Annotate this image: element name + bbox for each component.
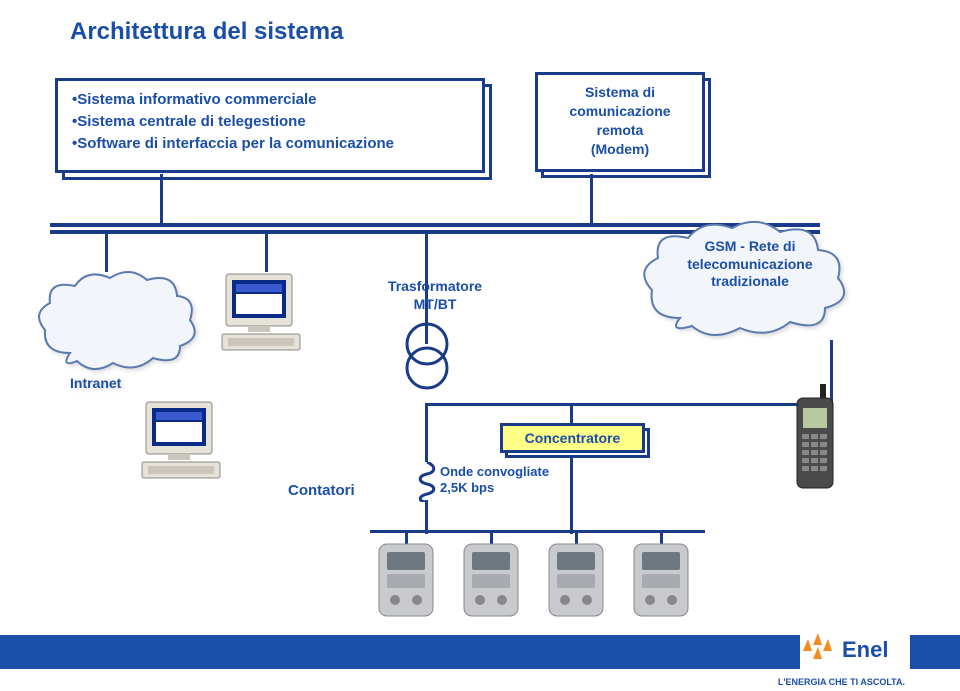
meter-icon [375, 542, 435, 625]
computer-icon [218, 270, 308, 361]
svg-text:Enel: Enel [842, 637, 888, 662]
connector-line [160, 174, 163, 223]
connector-line [265, 234, 268, 272]
page-title: Architettura del sistema [70, 18, 343, 46]
connector-line [370, 530, 705, 533]
meter-icon [630, 542, 690, 625]
intranet-cloud: Intranet [35, 268, 200, 386]
enel-logo: Enel [800, 629, 910, 676]
connector-line [570, 456, 573, 534]
meter-icon [545, 542, 605, 625]
system-info-box: •Sistema informativo commerciale •Sistem… [55, 78, 485, 173]
system-line-3: •Software di interfaccia per la comunica… [72, 133, 468, 155]
connector-line [570, 406, 573, 423]
modem-line-3: remota [542, 121, 698, 140]
powerline-line-1: Onde convogliate [440, 464, 549, 479]
brand-tagline: L'ENERGIA CHE TI ASCOLTA. [778, 677, 905, 687]
powerline-line-2: 2,5K bps [440, 480, 494, 495]
system-line-2: •Sistema centrale di telegestione [72, 111, 468, 133]
meters-label: Contatori [288, 482, 355, 499]
gsm-line-1: GSM - Rete di [704, 238, 795, 254]
concentrator-box: Concentratore [500, 423, 645, 453]
connector-line [425, 500, 428, 534]
system-line-1: •Sistema informativo commerciale [72, 89, 468, 111]
modem-line-4: (Modem) [542, 140, 698, 159]
gsm-label: GSM - Rete di telecomunicazione tradizio… [665, 238, 835, 291]
gsm-line-2: telecomunicazione [687, 256, 812, 272]
powerline-label: Onde convogliate 2,5K bps [440, 464, 549, 497]
connector-line [425, 406, 428, 462]
gsm-cloud: GSM - Rete di telecomunicazione tradizio… [640, 218, 855, 343]
meter-icon [460, 542, 520, 625]
connector-line [425, 403, 830, 406]
transformer-line-2: MT/BT [414, 296, 457, 312]
mobile-phone-icon [785, 384, 845, 499]
gsm-line-3: tradizionale [711, 273, 789, 289]
transformer-line-1: Trasformatore [388, 278, 482, 294]
connector-line [105, 234, 108, 272]
transformer-icon [405, 322, 449, 407]
intranet-label: Intranet [70, 375, 121, 391]
computer-icon [138, 398, 228, 489]
modem-box: Sistema di comunicazione remota (Modem) [535, 72, 705, 172]
connector-line [590, 174, 593, 223]
transformer-label: Trasformatore MT/BT [370, 278, 500, 313]
modem-line-1: Sistema di [542, 83, 698, 102]
modem-line-2: comunicazione [542, 102, 698, 121]
